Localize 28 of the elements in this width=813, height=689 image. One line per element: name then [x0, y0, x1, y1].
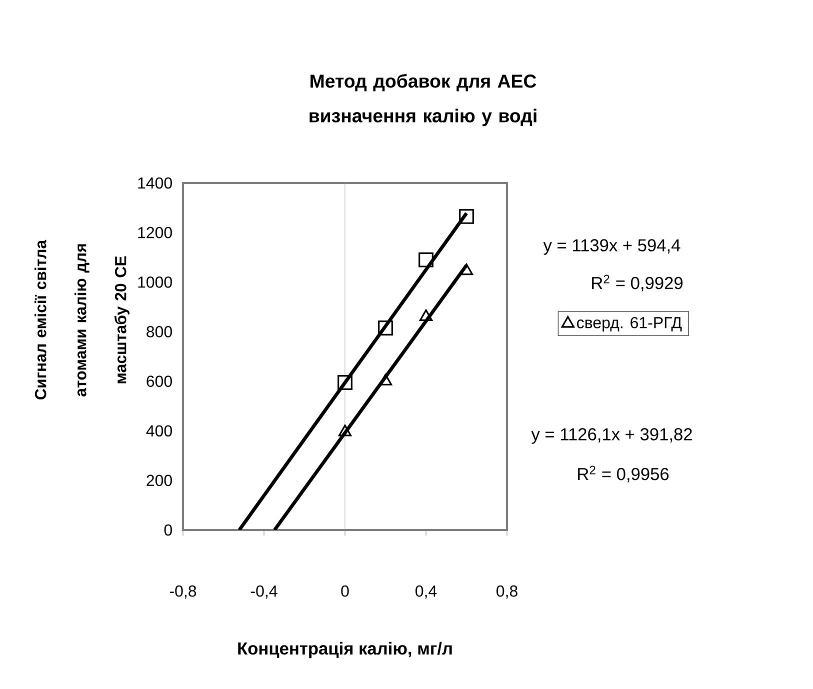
y-tick-label: 1400	[138, 177, 172, 189]
text: y = 1126,1x + 391,82	[531, 428, 692, 444]
text: R$^{2}$ = 0,9956	[578, 466, 669, 482]
y-tick-label: 0	[164, 524, 172, 536]
y-tick-label: 600	[146, 376, 172, 387]
y-tick-label: 400	[146, 425, 172, 437]
point	[378, 320, 393, 336]
point	[460, 264, 474, 276]
x-tick-label: -0,8	[170, 585, 196, 599]
y-tick-label: 800	[146, 326, 172, 338]
point	[338, 375, 352, 390]
point	[418, 252, 434, 268]
y-tick-label: 1200	[138, 226, 172, 238]
point	[459, 208, 474, 224]
text: y = 1139x + 594,4	[543, 239, 680, 255]
chart-title: Метод добавок для АЕС визначення калію у воді	[310, 74, 536, 126]
legend-label: сверд. 61-РГД	[577, 316, 682, 332]
y-tick-label: 1000	[138, 276, 172, 288]
text: R$^{2}$ = 0,9929	[592, 274, 683, 292]
x-tick-label: -0,4	[250, 585, 278, 599]
text: Сигнал емісії світла атомами калію для масштабу 20 СЕ	[34, 240, 130, 400]
point	[338, 424, 352, 436]
x-tick-label: 0,4	[416, 585, 437, 599]
point	[419, 309, 433, 321]
x-axis-title: Концентрація калію, мг/л	[238, 642, 452, 658]
x-tick-label: 0	[341, 585, 349, 597]
y-tick-label: 200	[146, 474, 172, 486]
x-tick-label: 0,8	[496, 585, 518, 599]
